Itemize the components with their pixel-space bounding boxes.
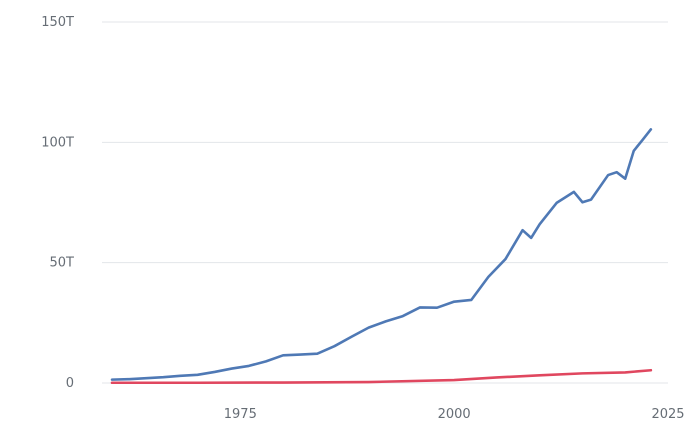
- x-tick-label: 2000: [438, 407, 471, 422]
- x-tick-label: 1975: [224, 407, 257, 422]
- x-tick-label: 2025: [651, 407, 684, 422]
- grid-layer: [102, 21, 668, 384]
- y-tick-label: 0: [66, 376, 74, 391]
- y-tick-label: 150T: [41, 15, 74, 30]
- y-tick-label: 100T: [41, 135, 74, 150]
- series-line-1: [110, 128, 653, 381]
- y-tick-label: 50T: [50, 256, 75, 271]
- x-axis-ticks: 1975 2000 2025: [224, 407, 685, 422]
- series-layer: [110, 128, 653, 385]
- y-axis-ticks: 0 50T 100T 150T: [41, 15, 74, 391]
- series-line-2: [110, 368, 653, 385]
